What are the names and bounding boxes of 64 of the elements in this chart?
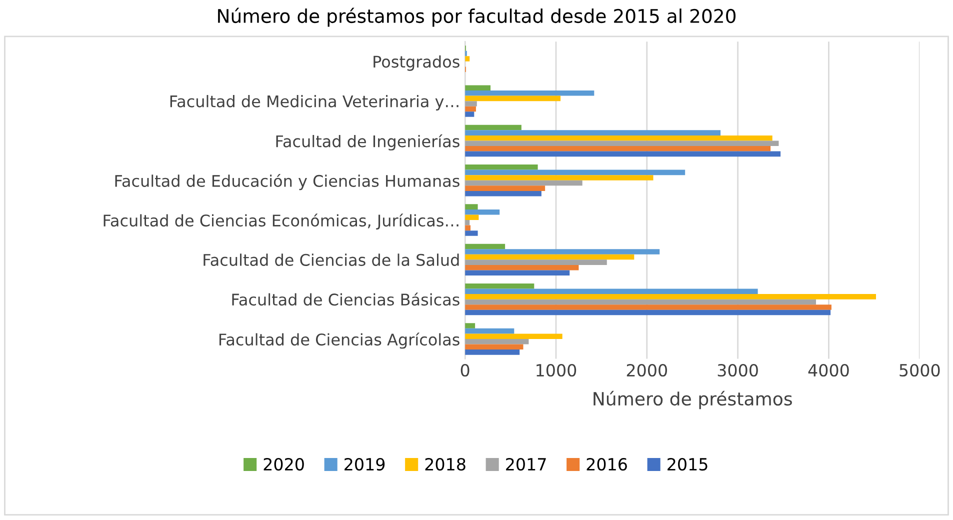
bar [465, 294, 876, 300]
bar [465, 304, 832, 310]
bar [465, 230, 478, 236]
bar [465, 164, 538, 170]
bar [465, 186, 546, 191]
y-tick-label: Facultad de Ciencias Básicas [232, 292, 460, 306]
bar [465, 96, 561, 102]
bar [465, 254, 634, 260]
x-tick-label: 1000 [536, 364, 576, 377]
bar [465, 214, 479, 220]
x-tick-label: 3000 [718, 364, 758, 377]
bar [465, 170, 686, 176]
bar [465, 140, 779, 146]
bar [465, 260, 607, 265]
bar [465, 101, 477, 106]
bar [465, 146, 771, 152]
bar [465, 90, 594, 96]
bar [465, 288, 758, 294]
x-tick-label: 5000 [900, 364, 940, 377]
bar [465, 323, 476, 328]
bar [465, 130, 721, 136]
x-tick-label: 4000 [808, 364, 849, 377]
bar [465, 220, 470, 226]
y-tick-label: Facultad de Educación y Ciencias Humanas [115, 174, 460, 190]
legend-label: 2020 [264, 458, 304, 471]
bar [465, 299, 816, 305]
bar [465, 328, 514, 334]
y-tick-label: Facultad de Medicina Veterinaria y… [170, 95, 458, 110]
bar [465, 106, 476, 112]
bar [465, 244, 506, 250]
bar [465, 124, 522, 130]
bar [465, 249, 660, 254]
legend-label: 2015 [668, 458, 708, 471]
bar [465, 151, 781, 157]
bar [465, 344, 524, 350]
bar [465, 350, 520, 355]
y-tick-label: Facultad de Ciencias Agrícolas [219, 332, 460, 349]
x-tick-label: 2000 [626, 364, 667, 377]
bar [465, 190, 542, 196]
x-tick-label: 0 [460, 364, 470, 377]
bar [465, 56, 470, 62]
y-tick-label: Facultad de Ingenierías [276, 134, 460, 150]
bar [465, 270, 570, 276]
y-tick-label: Postgrados [374, 55, 460, 71]
bar [465, 85, 491, 90]
bar [465, 204, 478, 210]
bar [465, 180, 582, 186]
legend-label: 2016 [586, 458, 627, 471]
y-tick-label: Facultad de Ciencias Económicas, Jurídicas… [104, 214, 458, 230]
legend-label: 2018 [425, 458, 466, 471]
x-axis-title: Número de préstamos [594, 390, 792, 410]
bar [465, 338, 529, 344]
legend-label: 2017 [506, 458, 546, 471]
bar [465, 264, 579, 270]
legend-label: 2019 [344, 458, 385, 471]
bar [465, 283, 534, 289]
bar [465, 209, 500, 215]
chart-title: Número de préstamos por facultad desde 2015 al 2020 [218, 8, 736, 27]
bar [465, 310, 831, 316]
bar [465, 175, 654, 180]
bar [465, 334, 562, 339]
y-tick-label: Facultad de Ciencias de la Salud [204, 254, 459, 266]
bar [465, 112, 474, 117]
bar [465, 135, 772, 141]
